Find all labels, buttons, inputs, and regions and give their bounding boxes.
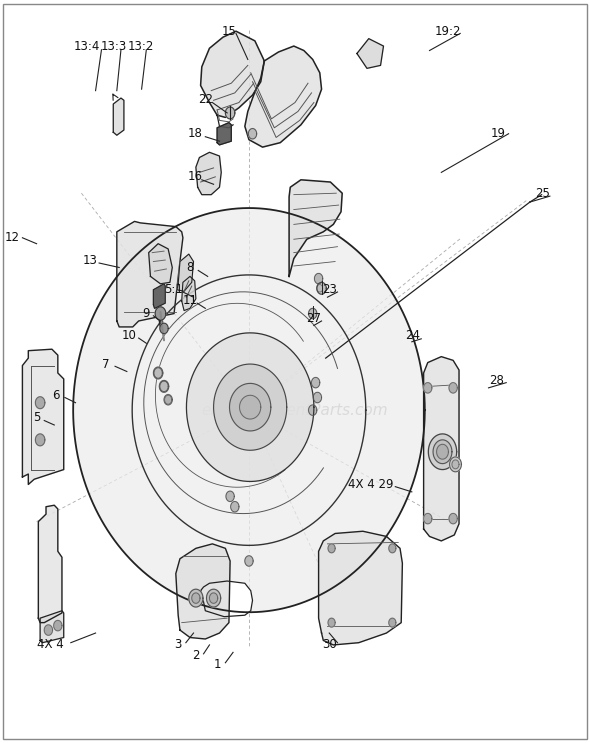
- Polygon shape: [424, 383, 432, 393]
- Text: 30: 30: [322, 638, 336, 652]
- Polygon shape: [160, 381, 168, 392]
- Polygon shape: [450, 457, 461, 472]
- Polygon shape: [313, 392, 322, 403]
- Text: 5: 5: [33, 411, 40, 424]
- Polygon shape: [164, 395, 172, 405]
- Polygon shape: [389, 618, 396, 627]
- Polygon shape: [328, 618, 335, 627]
- Polygon shape: [186, 333, 314, 481]
- Polygon shape: [289, 180, 342, 276]
- Polygon shape: [189, 589, 203, 607]
- Polygon shape: [149, 244, 172, 284]
- Text: 11: 11: [182, 294, 198, 308]
- Polygon shape: [182, 276, 196, 311]
- Text: 4X 4 29: 4X 4 29: [348, 478, 394, 491]
- Polygon shape: [225, 107, 235, 119]
- Polygon shape: [153, 284, 165, 308]
- Polygon shape: [117, 221, 183, 327]
- Polygon shape: [113, 98, 124, 135]
- Text: 25: 25: [535, 186, 550, 200]
- Polygon shape: [159, 380, 169, 392]
- Polygon shape: [452, 460, 459, 469]
- Polygon shape: [449, 513, 457, 524]
- Polygon shape: [437, 444, 448, 459]
- Text: 18: 18: [187, 127, 202, 140]
- Polygon shape: [240, 395, 261, 419]
- Polygon shape: [433, 440, 452, 464]
- Polygon shape: [248, 129, 257, 139]
- Polygon shape: [214, 364, 287, 450]
- Text: 27: 27: [306, 311, 322, 325]
- Text: 28: 28: [489, 374, 504, 387]
- Text: 24: 24: [405, 329, 421, 343]
- Polygon shape: [317, 282, 326, 294]
- Text: 13:3: 13:3: [101, 39, 127, 53]
- Polygon shape: [245, 46, 322, 147]
- Text: 8: 8: [186, 261, 194, 274]
- Polygon shape: [192, 593, 200, 603]
- Text: 16: 16: [187, 170, 202, 184]
- Polygon shape: [44, 625, 53, 635]
- Polygon shape: [153, 367, 163, 379]
- Text: 13:2: 13:2: [127, 39, 153, 53]
- Polygon shape: [201, 31, 264, 117]
- Text: 15: 15: [221, 25, 237, 38]
- Text: 23: 23: [322, 283, 337, 296]
- Text: 12: 12: [4, 231, 19, 244]
- Text: 19: 19: [491, 127, 506, 140]
- Polygon shape: [245, 556, 253, 566]
- Polygon shape: [155, 307, 166, 320]
- Text: 19:2: 19:2: [435, 25, 461, 38]
- Polygon shape: [226, 491, 234, 502]
- Polygon shape: [317, 285, 323, 292]
- Text: 1: 1: [214, 658, 221, 672]
- Text: 4X 4: 4X 4: [37, 638, 64, 652]
- Polygon shape: [196, 152, 221, 195]
- Polygon shape: [424, 357, 459, 541]
- Text: 7: 7: [103, 357, 110, 371]
- Polygon shape: [22, 349, 64, 484]
- Text: 10: 10: [121, 329, 136, 343]
- Polygon shape: [73, 208, 425, 612]
- Polygon shape: [35, 434, 45, 446]
- Polygon shape: [35, 397, 45, 409]
- Text: 5:1: 5:1: [165, 283, 183, 296]
- Polygon shape: [38, 505, 62, 623]
- Polygon shape: [209, 593, 218, 603]
- Polygon shape: [328, 544, 335, 553]
- Polygon shape: [176, 544, 230, 639]
- Text: 3: 3: [175, 638, 182, 652]
- Polygon shape: [312, 377, 320, 388]
- Polygon shape: [230, 383, 271, 431]
- Text: 13:4: 13:4: [74, 39, 100, 53]
- Polygon shape: [319, 531, 402, 645]
- Polygon shape: [428, 434, 457, 470]
- Polygon shape: [389, 544, 396, 553]
- Polygon shape: [309, 308, 317, 319]
- Text: eReplacementParts.com: eReplacementParts.com: [202, 403, 388, 418]
- Polygon shape: [231, 502, 239, 512]
- Polygon shape: [201, 581, 253, 617]
- Polygon shape: [206, 589, 221, 607]
- Polygon shape: [154, 368, 162, 378]
- Polygon shape: [309, 405, 317, 415]
- Polygon shape: [449, 383, 457, 393]
- Polygon shape: [217, 123, 231, 145]
- Text: 6: 6: [53, 389, 60, 402]
- Text: 22: 22: [198, 93, 213, 106]
- Polygon shape: [165, 395, 172, 404]
- Text: 9: 9: [143, 307, 150, 320]
- Polygon shape: [314, 273, 323, 284]
- Polygon shape: [357, 39, 384, 68]
- Text: 2: 2: [192, 649, 199, 662]
- Polygon shape: [160, 323, 168, 334]
- Polygon shape: [177, 254, 194, 291]
- Polygon shape: [40, 611, 64, 643]
- Polygon shape: [424, 513, 432, 524]
- Polygon shape: [54, 620, 62, 631]
- Text: 13: 13: [82, 253, 97, 267]
